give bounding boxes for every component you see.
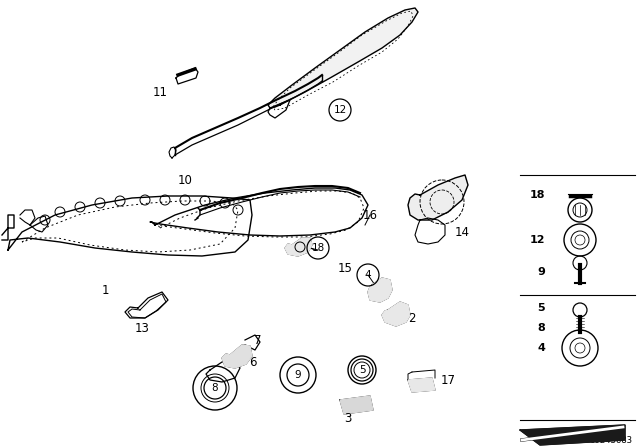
Text: 16: 16 [362, 208, 378, 221]
Text: 12: 12 [529, 235, 545, 245]
Polygon shape [382, 302, 410, 326]
Polygon shape [368, 278, 392, 302]
Polygon shape [222, 345, 252, 368]
Text: 6: 6 [249, 356, 257, 369]
Text: 2: 2 [408, 311, 416, 324]
Text: 12: 12 [333, 105, 347, 115]
Polygon shape [408, 175, 468, 220]
Polygon shape [408, 378, 435, 392]
Text: 8: 8 [537, 323, 545, 333]
Text: 15: 15 [337, 262, 353, 275]
Text: 9: 9 [294, 370, 301, 380]
Text: 00243683: 00243683 [589, 436, 632, 445]
Text: 9: 9 [537, 267, 545, 277]
Text: 4: 4 [365, 270, 371, 280]
Text: 5: 5 [358, 365, 365, 375]
Text: 5: 5 [538, 303, 545, 313]
Polygon shape [340, 396, 373, 414]
Text: 13: 13 [134, 322, 149, 335]
Text: 10: 10 [177, 173, 193, 186]
Text: 14: 14 [454, 225, 470, 238]
Text: 7: 7 [254, 333, 262, 346]
Polygon shape [268, 8, 418, 108]
Polygon shape [520, 425, 625, 445]
Text: 1: 1 [101, 284, 109, 297]
Text: 8: 8 [212, 383, 218, 393]
Text: 18: 18 [312, 243, 324, 253]
Text: 11: 11 [152, 86, 168, 99]
Polygon shape [285, 238, 312, 256]
Text: 18: 18 [529, 190, 545, 200]
Text: 4: 4 [537, 343, 545, 353]
Text: 17: 17 [440, 374, 456, 387]
Text: 3: 3 [344, 412, 352, 425]
